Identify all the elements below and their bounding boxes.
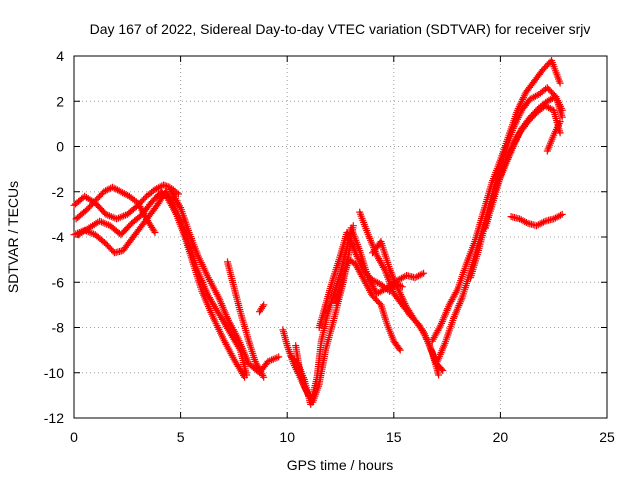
data-point-markers xyxy=(482,102,564,232)
grid-layer xyxy=(74,56,607,418)
y-tick-label: -8 xyxy=(52,320,65,336)
x-tick-label: 25 xyxy=(599,429,615,445)
x-tick-label: 15 xyxy=(386,429,402,445)
data-point-markers xyxy=(279,222,357,406)
data-point-markers xyxy=(256,301,268,316)
x-tick-label: 0 xyxy=(70,429,78,445)
y-tick-label: -4 xyxy=(52,229,65,245)
data-point-markers xyxy=(74,188,249,381)
data-point-markers xyxy=(543,118,564,155)
y-tick-label: 0 xyxy=(56,139,64,155)
y-tick-label: 4 xyxy=(56,48,64,64)
data-marks xyxy=(70,57,566,408)
data-point-markers xyxy=(166,186,283,377)
series-2 xyxy=(70,181,182,223)
data-point-markers xyxy=(432,84,566,368)
data-point-markers xyxy=(292,342,312,399)
data-point-markers xyxy=(70,188,251,379)
series-20 xyxy=(543,118,564,155)
x-tick-label: 5 xyxy=(177,429,185,445)
chart-title: Day 167 of 2022, Sidereal Day-to-day VTE… xyxy=(90,21,591,37)
series-14 xyxy=(369,238,443,379)
x-axis-label: GPS time / hours xyxy=(287,457,394,473)
x-tick-label: 10 xyxy=(279,429,295,445)
series-16 xyxy=(432,84,566,368)
y-tick-label: 2 xyxy=(56,93,64,109)
plot-frame xyxy=(73,55,608,419)
y-tick-label: -6 xyxy=(52,274,65,290)
data-point-markers xyxy=(70,181,182,223)
series-6 xyxy=(224,258,268,381)
data-point-markers xyxy=(369,238,443,379)
data-point-markers xyxy=(332,256,404,354)
series-12 xyxy=(332,256,404,354)
y-axis-label: SDTVAR / TECUs xyxy=(5,181,21,293)
data-point-markers xyxy=(315,229,428,331)
series-3 xyxy=(70,188,251,379)
y-tick-label: -10 xyxy=(44,365,64,381)
series-19 xyxy=(507,210,566,230)
tick-layer: 0 5 10 15 20 25 -12 -10 -8 -6 -4 -2 0 2 4 xyxy=(44,48,615,445)
series-18 xyxy=(482,102,564,232)
series-5 xyxy=(166,186,283,377)
series-4 xyxy=(74,188,249,381)
y-tick-label: -2 xyxy=(52,184,65,200)
data-point-markers xyxy=(224,258,268,381)
data-point-markers xyxy=(507,210,566,230)
series-7 xyxy=(256,301,268,316)
x-tick-label: 20 xyxy=(493,429,509,445)
series-11 xyxy=(315,229,428,331)
series-10 xyxy=(292,342,312,399)
series-8 xyxy=(279,222,357,406)
y-tick-label: -12 xyxy=(44,410,64,426)
